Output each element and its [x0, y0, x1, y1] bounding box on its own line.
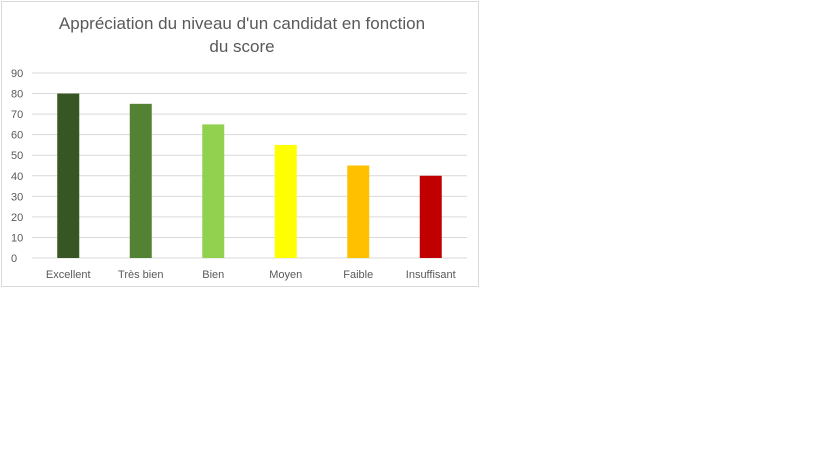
x-tick-label: Insuffisant [406, 269, 456, 281]
chart-frame: Appréciation du niveau d'un candidat en … [1, 1, 479, 287]
y-tick-label: 10 [11, 232, 23, 244]
x-tick-label: Faible [343, 269, 373, 281]
bar-1 [57, 93, 80, 258]
y-tick-label: 90 [11, 68, 23, 80]
bar-5 [347, 165, 370, 258]
y-tick-label: 0 [11, 253, 17, 265]
bar-chart-plot: 0 10 20 30 40 50 60 70 80 90 Excellent Très bien Bie… [11, 68, 467, 281]
chart-title-line-2: du score [209, 37, 275, 56]
y-tick-label: 30 [11, 191, 23, 203]
bar-6 [419, 175, 442, 258]
bar-4 [274, 144, 297, 258]
x-tick-label: Moyen [269, 269, 302, 281]
chart-title-line-1: Appréciation du niveau d'un candidat en … [58, 14, 426, 33]
x-tick-label: Bien [202, 269, 224, 281]
x-tick-label: Excellent [46, 269, 91, 281]
y-tick-label: 40 [11, 171, 23, 183]
y-tick-label: 50 [11, 150, 23, 162]
y-tick-label: 60 [11, 130, 23, 142]
y-tick-label: 80 [11, 89, 23, 101]
y-tick-label: 20 [11, 212, 23, 224]
bar-2 [129, 103, 152, 258]
bar-3 [202, 124, 225, 258]
y-tick-label: 70 [11, 109, 23, 121]
x-tick-label: Très bien [118, 269, 163, 281]
